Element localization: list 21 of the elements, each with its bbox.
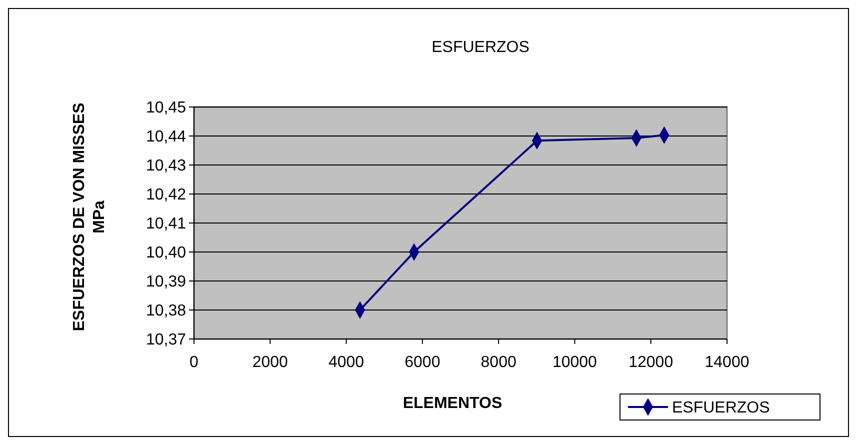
x-tick-label: 12000 — [628, 354, 674, 371]
x-tick-label: 4000 — [328, 354, 364, 371]
x-tick-label: 8000 — [480, 354, 516, 371]
y-tick-label: 10,39 — [146, 274, 186, 291]
x-tick-label: 0 — [190, 354, 199, 371]
y-tick-label: 10,37 — [146, 332, 186, 349]
y-tick-label: 10,40 — [146, 244, 186, 262]
y-tick-label: 10,44 — [146, 128, 186, 146]
x-tick-label: 14000 — [704, 354, 750, 371]
x-tick-label: 10000 — [552, 354, 598, 371]
x-axis-title: ELEMENTOS — [402, 395, 502, 412]
y-tick-label: 10,45 — [146, 100, 186, 117]
x-tick-label: 2000 — [252, 354, 288, 371]
chart-title: ESFUERZOS — [432, 39, 530, 56]
y-axis-title: ESFUERZOS DE VON MISSES MPa — [71, 102, 108, 332]
y-tick-label: 10,38 — [146, 302, 186, 320]
legend-label: ESFUERZOS — [672, 400, 770, 417]
y-tick-label: 10,42 — [146, 186, 186, 204]
x-tick-label: 6000 — [404, 354, 440, 371]
y-tick-label: 10,41 — [146, 216, 186, 233]
y-tick-label: 10,43 — [146, 158, 186, 175]
